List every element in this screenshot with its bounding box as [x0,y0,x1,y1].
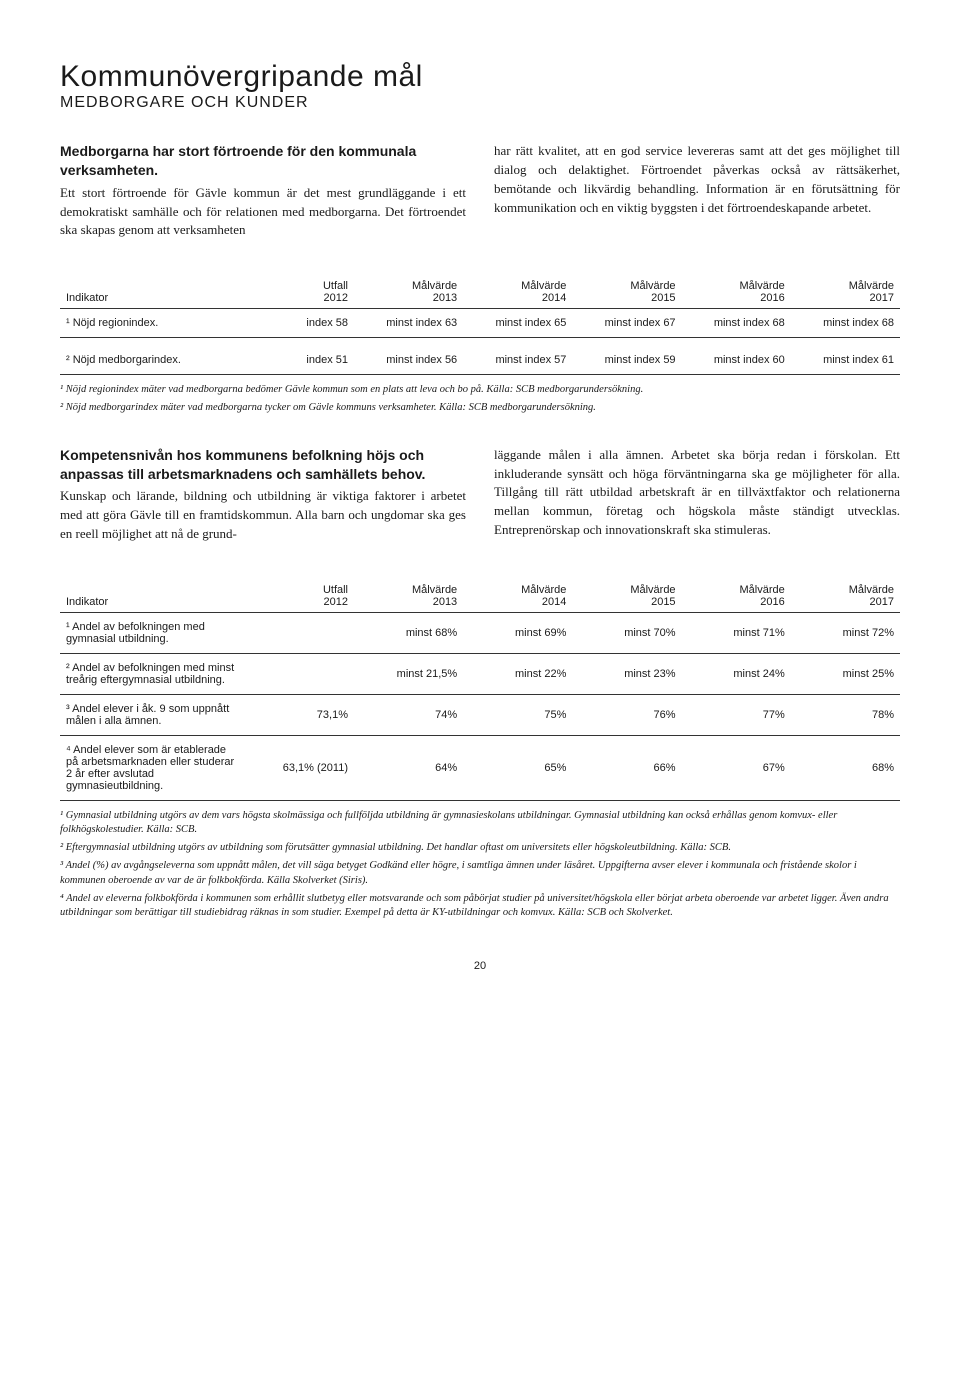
table1b: ² Nöjd medborgarindex. index 51 minst in… [60,346,900,375]
cell-value: minst index 63 [354,309,463,338]
cell-value: 74% [354,694,463,735]
cell-value: 67% [682,735,791,800]
page-number: 20 [60,960,900,972]
cell-value: 76% [572,694,681,735]
cell-value: minst 71% [682,612,791,653]
cell-value: index 51 [245,346,354,375]
cell-value [245,612,354,653]
table-row: ² Nöjd medborgarindex. index 51 minst in… [60,346,900,375]
table-row: ³ Andel elever i åk. 9 som uppnått målen… [60,694,900,735]
section2-left-col: Kompetensnivån hos kommunens befolkning … [60,446,466,544]
cell-value: minst 24% [682,653,791,694]
table-row: ¹ Andel av befolkningen med gymnasial ut… [60,612,900,653]
cell-value: minst 21,5% [354,653,463,694]
th-2017: Målvärde2017 [791,580,900,613]
th-2014: Målvärde2014 [463,276,572,309]
cell-value: 78% [791,694,900,735]
cell-value: minst 23% [572,653,681,694]
cell-value: 73,1% [245,694,354,735]
section2-left-body: Kunskap och lärande, bildning och utbild… [60,487,466,544]
cell-label: ² Nöjd medborgarindex. [60,346,245,375]
cell-value: minst 25% [791,653,900,694]
cell-value: minst 70% [572,612,681,653]
table2: Indikator Utfall2012 Målvärde2013 Målvär… [60,580,900,801]
table2-footnote2: ² Eftergymnasial utbildning utgörs av ut… [60,841,900,855]
section1-heading: Medborgarna har stort förtroende för den… [60,142,466,180]
table1-footnote2: ² Nöjd medborgarindex mäter vad medborga… [60,401,900,415]
section2-heading: Kompetensnivån hos kommunens befolkning … [60,446,466,484]
table1: Indikator Utfall2012 Målvärde2013 Målvär… [60,276,900,338]
cell-value: minst index 59 [572,346,681,375]
cell-label: ³ Andel elever i åk. 9 som uppnått målen… [60,694,245,735]
cell-value: 64% [354,735,463,800]
th-2013: Målvärde2013 [354,580,463,613]
th-2015: Målvärde2015 [572,276,681,309]
table2-footnote3: ³ Andel (%) av avgångseleverna som uppnå… [60,859,900,887]
cell-value: minst index 67 [572,309,681,338]
section1-columns: Medborgarna har stort förtroende för den… [60,142,900,240]
cell-value: minst 22% [463,653,572,694]
table1-header-row: Indikator Utfall2012 Målvärde2013 Målvär… [60,276,900,309]
cell-value: 63,1% (2011) [245,735,354,800]
section1-right-body: har rätt kvalitet, att en god service le… [494,142,900,217]
cell-value: minst index 68 [682,309,791,338]
cell-value: minst 69% [463,612,572,653]
section2-columns: Kompetensnivån hos kommunens befolkning … [60,446,900,544]
cell-value: minst index 65 [463,309,572,338]
section2-right-col: läggande målen i alla ämnen. Arbetet ska… [494,446,900,544]
table-row: ¹ Nöjd regionindex. index 58 minst index… [60,309,900,338]
th-2012: Utfall2012 [245,276,354,309]
cell-label: ¹ Andel av befolkningen med gymnasial ut… [60,612,245,653]
th-indikator: Indikator [60,580,245,613]
cell-value: minst 68% [354,612,463,653]
section1-left-body: Ett stort förtroende för Gävle kommun är… [60,184,466,241]
th-2013: Målvärde2013 [354,276,463,309]
table-row: ² Andel av befolkningen med minst treåri… [60,653,900,694]
th-2012: Utfall2012 [245,580,354,613]
cell-value: minst index 57 [463,346,572,375]
table2-footnote1: ¹ Gymnasial utbildning utgörs av dem var… [60,809,900,837]
cell-value: minst index 61 [791,346,900,375]
cell-value [245,653,354,694]
cell-value: 66% [572,735,681,800]
table2-footnote4: ⁴ Andel av eleverna folkbokförda i kommu… [60,892,900,920]
table2-wrap: Indikator Utfall2012 Målvärde2013 Målvär… [60,580,900,920]
page-title: Kommunövergripande mål [60,60,900,94]
cell-value: 77% [682,694,791,735]
cell-label: ¹ Nöjd regionindex. [60,309,245,338]
cell-label: ² Andel av befolkningen med minst treåri… [60,653,245,694]
section2-right-body: läggande målen i alla ämnen. Arbetet ska… [494,446,900,540]
section1-right-col: har rätt kvalitet, att en god service le… [494,142,900,240]
table2-header-row: Indikator Utfall2012 Målvärde2013 Målvär… [60,580,900,613]
cell-value: 68% [791,735,900,800]
cell-value: minst 72% [791,612,900,653]
th-indikator: Indikator [60,276,245,309]
cell-value: minst index 68 [791,309,900,338]
cell-value: minst index 60 [682,346,791,375]
th-2017: Målvärde2017 [791,276,900,309]
cell-value: 65% [463,735,572,800]
th-2016: Målvärde2016 [682,580,791,613]
cell-value: index 58 [245,309,354,338]
cell-label: ⁴ Andel elever som är etablerade på arbe… [60,735,245,800]
table1-footnote1: ¹ Nöjd regionindex mäter vad medborgarna… [60,383,900,397]
table-row: ⁴ Andel elever som är etablerade på arbe… [60,735,900,800]
page-subtitle: MEDBORGARE OCH KUNDER [60,94,900,112]
table1-wrap: Indikator Utfall2012 Målvärde2013 Målvär… [60,276,900,415]
cell-value: minst index 56 [354,346,463,375]
th-2015: Målvärde2015 [572,580,681,613]
cell-value: 75% [463,694,572,735]
th-2016: Målvärde2016 [682,276,791,309]
section1-left-col: Medborgarna har stort förtroende för den… [60,142,466,240]
th-2014: Målvärde2014 [463,580,572,613]
